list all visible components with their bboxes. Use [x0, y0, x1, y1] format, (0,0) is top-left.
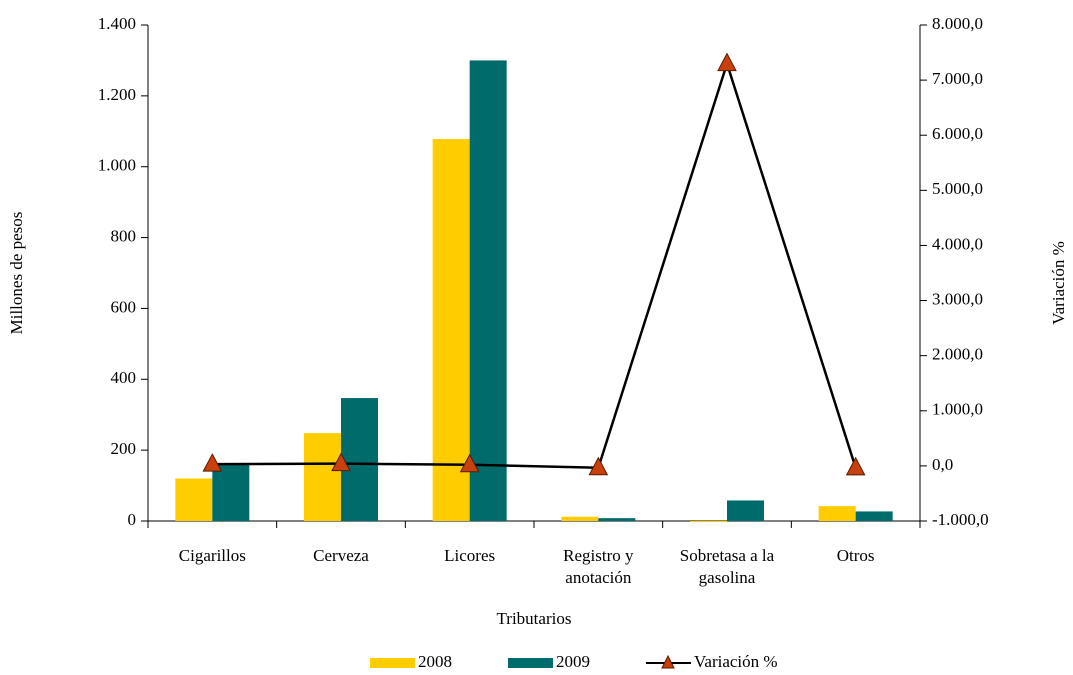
bar — [341, 398, 378, 521]
bar — [175, 478, 213, 521]
y2-tick-label: 6.000,0 — [932, 124, 983, 143]
x-tick-label: Registro y anotación — [563, 546, 634, 587]
bar — [212, 465, 250, 521]
y-tick-label: 200 — [111, 439, 137, 458]
marker — [459, 453, 480, 473]
line — [212, 59, 857, 469]
bar — [561, 516, 599, 521]
marker — [717, 52, 737, 72]
bar — [727, 500, 764, 521]
legend-swatch — [508, 658, 553, 668]
y2-tick-label: 7.000,0 — [932, 69, 983, 88]
y-tick-label: 1.000 — [98, 156, 136, 175]
bar — [818, 506, 856, 521]
y-tick-label: 1.400 — [98, 14, 136, 33]
y-tick-label: 800 — [111, 226, 137, 245]
y2-tick-label: -1.000,0 — [932, 510, 989, 529]
bar — [855, 511, 893, 521]
y-tick-label: 0 — [128, 510, 137, 529]
legend-marker — [661, 654, 675, 669]
legend-label: Variación % — [694, 652, 778, 671]
legend-label: 2008 — [418, 652, 452, 671]
legend-swatch — [370, 658, 415, 668]
bar — [690, 521, 727, 523]
y-tick-label: 400 — [111, 368, 137, 387]
legend-label: 2009 — [556, 652, 590, 671]
y2-axis-title: Variación % — [1049, 241, 1068, 325]
x-tick-label: Sobretasa a la gasolina — [679, 546, 775, 587]
x-tick-label: Licores — [444, 546, 496, 565]
x-tick-label: Cigarillos — [178, 546, 246, 565]
x-tick-label: Otros — [836, 546, 875, 565]
marker — [202, 453, 223, 472]
bar — [469, 60, 507, 522]
y-axis-title: Millones de pesos — [7, 212, 26, 335]
marker — [588, 456, 609, 476]
x-tick-label: Cerveza — [313, 546, 369, 565]
y2-tick-label: 3.000,0 — [932, 289, 983, 308]
y2-tick-label: 4.000,0 — [932, 234, 983, 253]
y2-tick-label: 5.000,0 — [932, 179, 983, 198]
bar — [304, 433, 341, 521]
y2-tick-label: 2.000,0 — [932, 345, 983, 364]
x-axis-title: Tributarios — [497, 609, 572, 628]
bar — [432, 139, 470, 521]
y-tick-label: 1.200 — [98, 85, 136, 104]
y2-tick-label: 8.000,0 — [932, 14, 983, 33]
y2-tick-label: 1.000,0 — [932, 400, 983, 419]
marker — [331, 452, 351, 472]
y-tick-label: 600 — [111, 297, 137, 316]
bar — [598, 518, 636, 521]
y2-tick-label: 0,0 — [932, 455, 953, 474]
marker — [845, 456, 866, 476]
